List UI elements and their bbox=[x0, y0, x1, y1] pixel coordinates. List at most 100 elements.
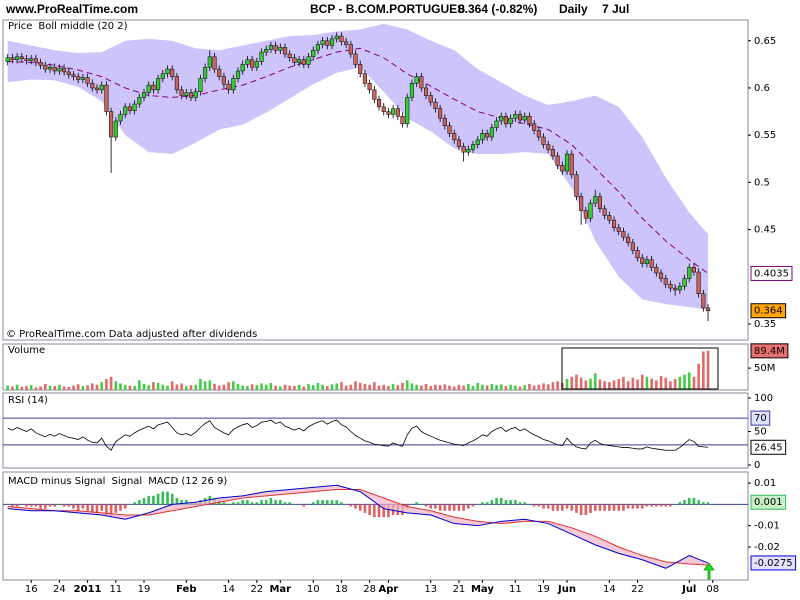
histogram-bar bbox=[434, 504, 437, 509]
volume-bar bbox=[608, 382, 611, 390]
value-box bbox=[750, 439, 787, 455]
candle-body bbox=[76, 76, 81, 80]
candle-body bbox=[62, 67, 67, 73]
candle-body bbox=[132, 103, 137, 111]
volume-bar bbox=[358, 382, 362, 390]
candle-body bbox=[588, 202, 593, 219]
candle-body bbox=[29, 58, 34, 61]
volume-bar bbox=[589, 378, 592, 390]
volume-bar bbox=[166, 385, 169, 390]
candle-body bbox=[673, 287, 678, 291]
candle-body bbox=[348, 44, 353, 55]
candle-body bbox=[480, 133, 485, 141]
candle-body bbox=[381, 106, 386, 112]
volume-bar bbox=[311, 385, 315, 390]
histogram-bar bbox=[429, 504, 433, 509]
candle-body bbox=[564, 153, 570, 172]
volume-bar bbox=[650, 378, 653, 390]
volume-bar bbox=[199, 379, 202, 390]
histogram-bar bbox=[316, 500, 320, 505]
x-tick-label: Jun bbox=[557, 584, 576, 595]
legend-label: Price bbox=[8, 21, 32, 32]
histogram-bar bbox=[565, 504, 569, 509]
volume-bar bbox=[255, 385, 259, 390]
y-tick-label: 0.5 bbox=[754, 177, 770, 188]
histogram-bar bbox=[105, 504, 108, 516]
volume-bar bbox=[485, 385, 489, 390]
candle-body bbox=[376, 99, 382, 108]
value-box-label: 89.4M bbox=[754, 346, 785, 357]
histogram-bar bbox=[227, 504, 230, 505]
histogram-bar bbox=[678, 502, 682, 505]
candle-body bbox=[423, 87, 429, 96]
site-name: www.ProRealTime.com bbox=[5, 2, 138, 16]
histogram-bar bbox=[81, 504, 85, 509]
macd-panel bbox=[2, 471, 749, 581]
y-tick-label: 0.35 bbox=[754, 319, 776, 330]
histogram-bar bbox=[48, 504, 52, 507]
volume-bar bbox=[405, 380, 409, 390]
volume-bar bbox=[368, 384, 371, 390]
x-tick-label: 11 bbox=[109, 584, 122, 595]
histogram-bar bbox=[683, 500, 686, 505]
candle-body bbox=[391, 108, 396, 115]
volume-bar bbox=[692, 376, 696, 390]
signal-line bbox=[7, 488, 709, 566]
volume-bar bbox=[697, 363, 700, 390]
candle-body bbox=[503, 116, 508, 125]
volume-bar bbox=[598, 379, 602, 390]
volume-bar bbox=[147, 385, 151, 390]
histogram-bar bbox=[123, 504, 127, 509]
volume-bar bbox=[86, 385, 89, 390]
histogram-bar bbox=[551, 504, 555, 511]
candle-body bbox=[677, 285, 682, 291]
volume-bar bbox=[424, 383, 428, 390]
interval: Daily bbox=[559, 2, 588, 16]
volume-bar bbox=[208, 380, 212, 390]
histogram-bar bbox=[109, 504, 113, 518]
candle-body bbox=[447, 125, 452, 134]
candle-body bbox=[517, 114, 523, 121]
x-tick-label: May bbox=[471, 584, 494, 595]
candle-body bbox=[456, 139, 461, 147]
volume-bar bbox=[109, 376, 113, 390]
candle-body bbox=[649, 259, 654, 268]
candle-body bbox=[146, 84, 151, 93]
histogram-bar bbox=[264, 500, 268, 505]
volume-bar bbox=[457, 384, 461, 390]
candle-body bbox=[315, 44, 320, 51]
volume-bar bbox=[81, 386, 85, 390]
y-tick-label: 0.65 bbox=[754, 36, 776, 47]
volume-bar bbox=[420, 385, 423, 390]
volume-bar bbox=[142, 383, 146, 390]
histogram-bar bbox=[288, 502, 292, 505]
candle-body bbox=[15, 56, 20, 60]
value-box-label: 70 bbox=[754, 413, 767, 424]
volume-bar bbox=[48, 385, 52, 390]
candle-body bbox=[151, 84, 156, 91]
histogram-bar bbox=[650, 504, 653, 507]
volume-bar bbox=[307, 383, 310, 390]
volume-bar bbox=[448, 385, 451, 390]
candle-body bbox=[701, 293, 706, 309]
candle-body bbox=[226, 83, 231, 91]
candle-body bbox=[663, 278, 668, 285]
histogram-bar bbox=[584, 504, 588, 516]
candle-body bbox=[508, 117, 513, 125]
volume-bar bbox=[279, 386, 282, 390]
candle-body bbox=[57, 67, 62, 72]
x-tick-label: 16 bbox=[25, 584, 38, 595]
candle-body bbox=[546, 144, 551, 150]
histogram-bar bbox=[575, 504, 578, 513]
candle-body bbox=[127, 106, 132, 111]
candle-body bbox=[494, 120, 499, 128]
histogram-bar bbox=[518, 502, 522, 505]
histogram-bar bbox=[636, 504, 639, 509]
volume-bar bbox=[575, 374, 578, 390]
volume-bar bbox=[382, 384, 386, 390]
volume-bar bbox=[546, 384, 550, 390]
histogram-bar bbox=[29, 504, 33, 507]
volume-bar bbox=[44, 383, 47, 390]
histogram-bar bbox=[156, 493, 160, 505]
histogram-bar bbox=[321, 500, 324, 505]
